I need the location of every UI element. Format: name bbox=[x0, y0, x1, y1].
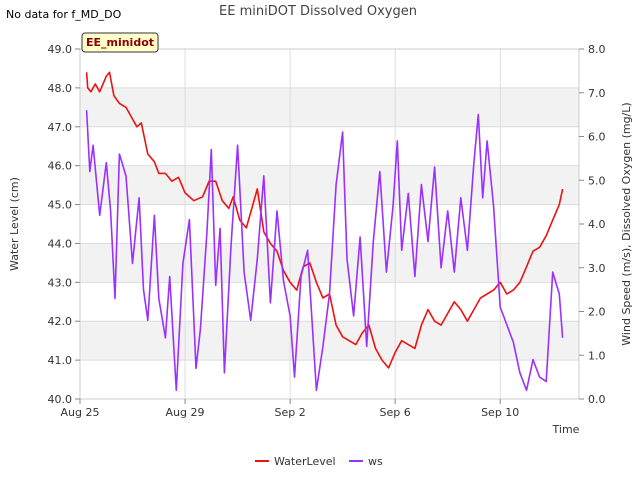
y-left-tick-label: 43.0 bbox=[48, 276, 73, 289]
y-left-tick-label: 45.0 bbox=[48, 199, 73, 212]
legend-label-waterlevel: WaterLevel bbox=[274, 455, 336, 468]
plot-background bbox=[80, 49, 579, 399]
y-right-tick-label: 7.0 bbox=[588, 87, 606, 100]
y-right-tick-label: 8.0 bbox=[588, 43, 606, 56]
y-right-tick-label: 6.0 bbox=[588, 131, 606, 144]
y-right-tick-label: 5.0 bbox=[588, 174, 606, 187]
y-left-tick-label: 44.0 bbox=[48, 237, 73, 250]
y-right-tick-label: 3.0 bbox=[588, 262, 606, 275]
series-line-waterlevel bbox=[85, 71, 564, 369]
x-tick-label: Aug 29 bbox=[166, 406, 205, 419]
y-right-tick-label: 4.0 bbox=[588, 218, 606, 231]
x-tick-label: Sep 10 bbox=[481, 406, 519, 419]
y-left-tick-label: 41.0 bbox=[48, 354, 73, 367]
site-label-text: EE_minidot bbox=[86, 36, 154, 49]
series-line-ws bbox=[85, 110, 564, 392]
series-layer bbox=[85, 71, 564, 392]
legend: WaterLevel ws bbox=[255, 455, 383, 468]
plot-band bbox=[80, 243, 579, 283]
plot-band bbox=[80, 87, 579, 127]
x-axis-title: Time bbox=[552, 423, 580, 436]
legend-label-ws: ws bbox=[368, 455, 383, 468]
y-axis-left-title: Water Level (cm) bbox=[8, 177, 21, 271]
plot-band bbox=[80, 165, 579, 205]
x-tick-label: Sep 6 bbox=[380, 406, 411, 419]
y-left-tick-label: 49.0 bbox=[48, 43, 73, 56]
chart-title: EE miniDOT Dissolved Oxygen bbox=[219, 4, 417, 19]
y-right-tick-label: 0.0 bbox=[588, 393, 606, 406]
no-data-note: No data for f_MD_DO bbox=[6, 8, 122, 21]
y-left-tick-label: 42.0 bbox=[48, 315, 73, 328]
y-right-tick-label: 1.0 bbox=[588, 349, 606, 362]
plot-band bbox=[80, 321, 579, 361]
y-left-tick-label: 48.0 bbox=[48, 82, 73, 95]
y-right-tick-label: 2.0 bbox=[588, 306, 606, 319]
y-axis-right-title: Wind Speed (m/s), Dissolved Oxygen (mg/L… bbox=[620, 102, 633, 345]
x-tick-label: Sep 2 bbox=[274, 406, 305, 419]
x-tick-label: Aug 25 bbox=[61, 406, 100, 419]
y-left-tick-label: 47.0 bbox=[48, 121, 73, 134]
axes: 40.0 41.0 42.0 43.0 44.0 45.0 46.0 47.0 48.0 49.0… bbox=[48, 43, 606, 419]
y-left-tick-label: 46.0 bbox=[48, 160, 73, 173]
y-left-tick-label: 40.0 bbox=[48, 393, 73, 406]
site-label-badge: EE_minidot bbox=[81, 32, 159, 53]
